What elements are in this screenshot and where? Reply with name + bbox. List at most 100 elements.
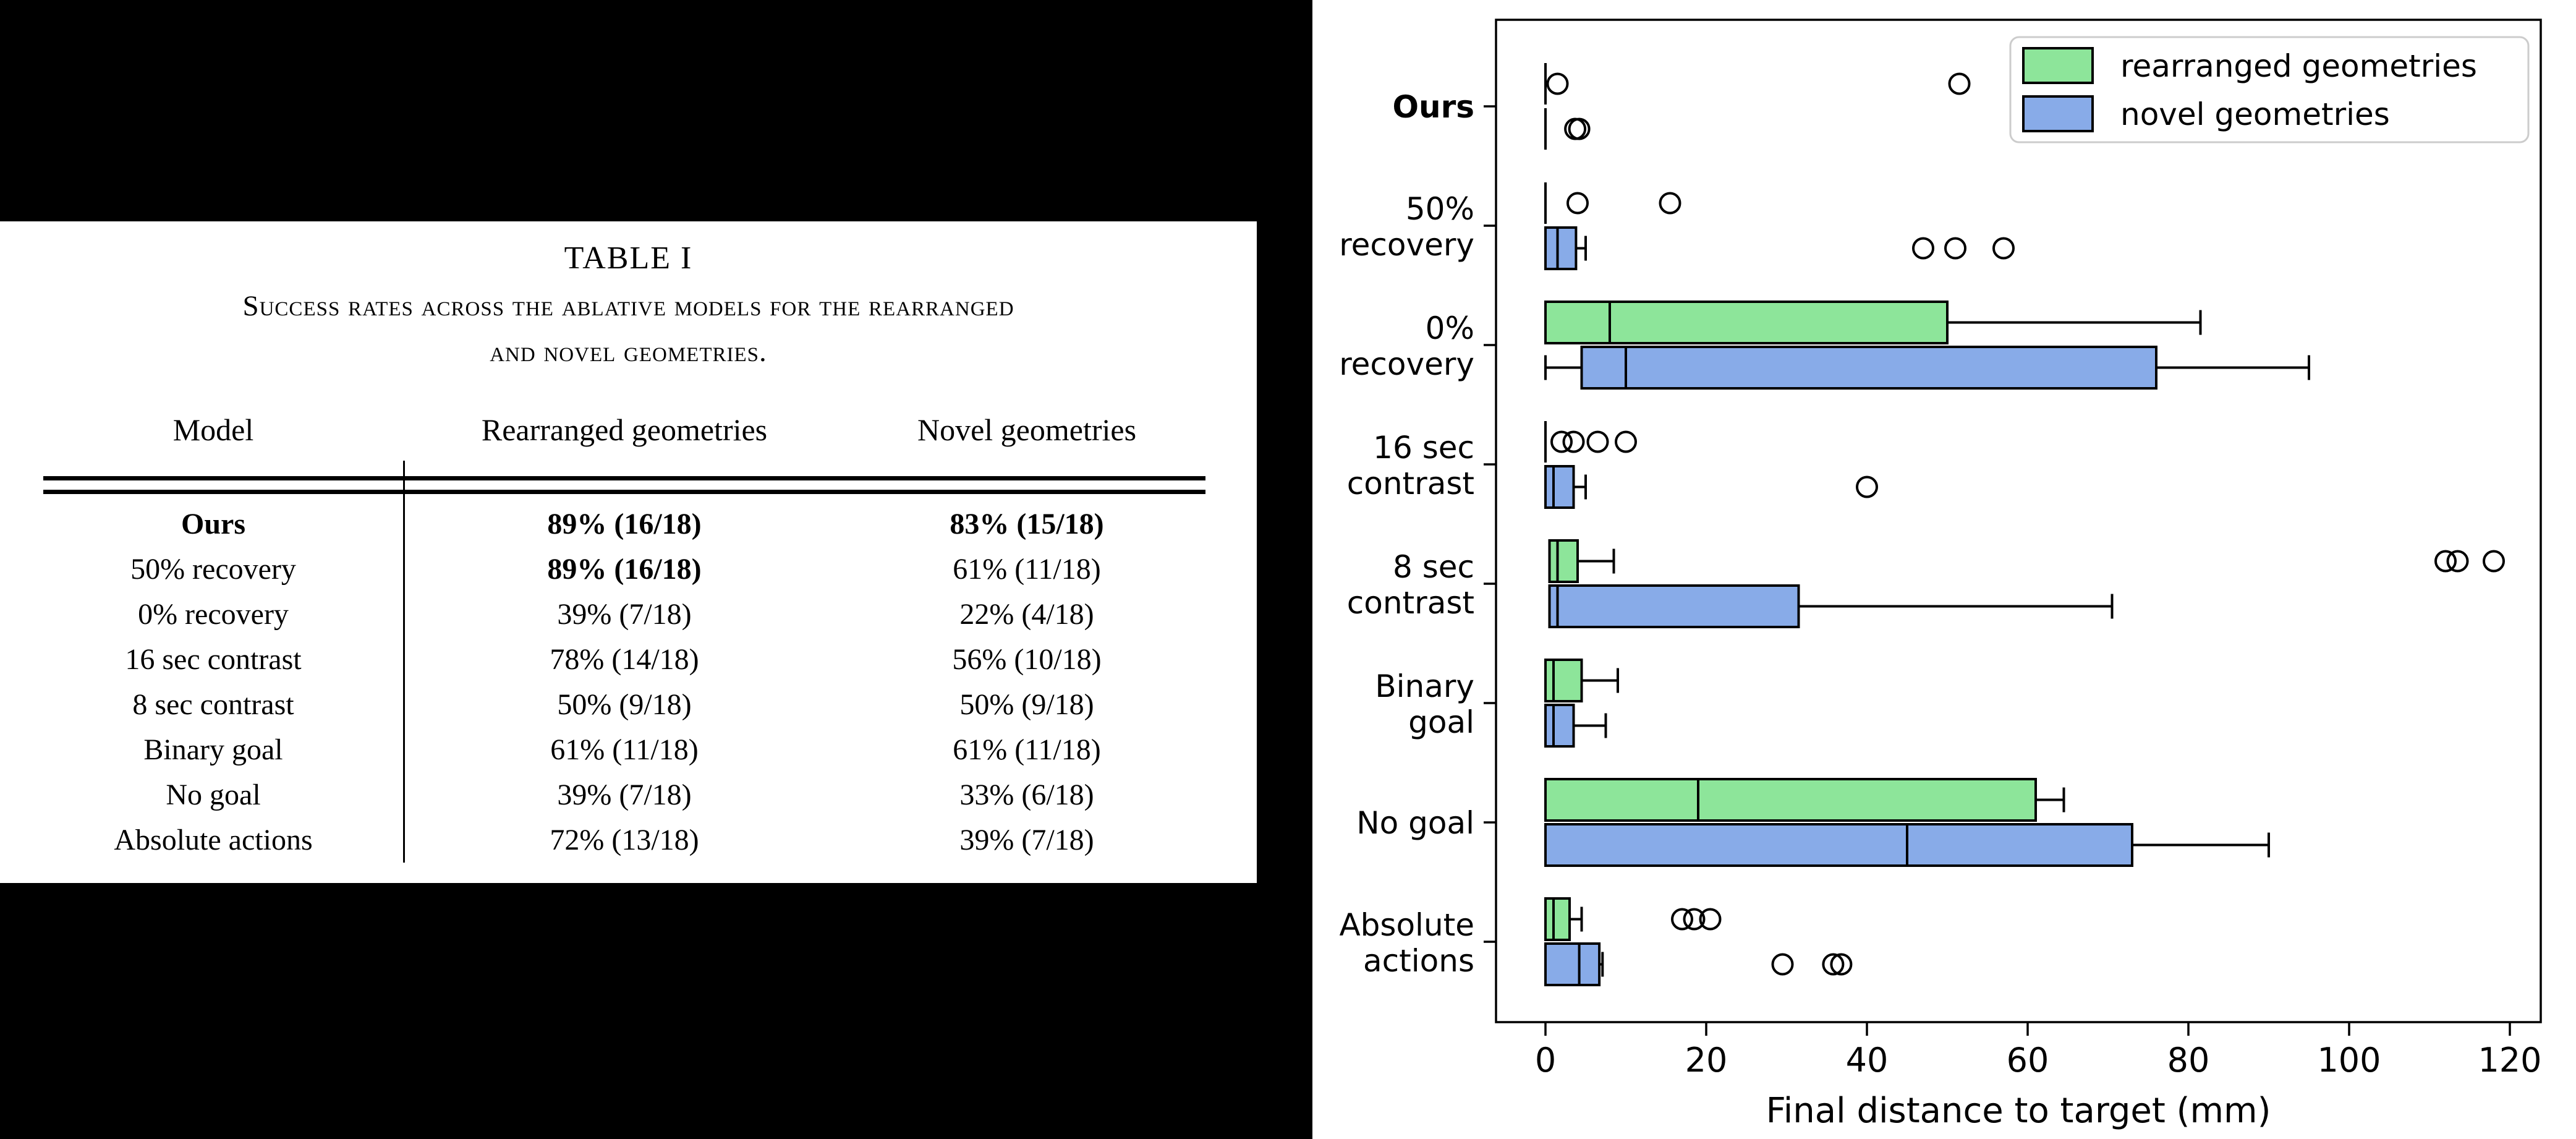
table-column-divider xyxy=(403,461,405,863)
box-rect xyxy=(1544,942,1601,986)
y-tick-label: goal xyxy=(1408,704,1474,740)
table-cell-novel: 56% (10/18) xyxy=(952,643,1102,676)
table-cell-rearranged: 72% (13/18) xyxy=(550,824,699,856)
box-rect xyxy=(1544,778,2037,822)
table-title: TABLE I xyxy=(564,241,693,276)
box-rearranged-1 xyxy=(1544,182,1681,224)
table-header-row: Model Rearranged geometries Novel geomet… xyxy=(0,412,1257,448)
table-cell-model: 8 sec contrast xyxy=(132,688,294,721)
outlier-point xyxy=(1944,237,1966,260)
table-caption-line1: Success rates across the ablative models… xyxy=(242,290,1014,322)
table-caption-line2: and novel geometries. xyxy=(490,336,767,368)
table-body: Ours 89% (16/18) 83% (15/18) 50% recovery 89… xyxy=(0,221,1257,883)
table-row: Absolute actions 72% (13/18) 39% (7/18) xyxy=(0,817,1257,863)
outlier-point xyxy=(1562,430,1585,453)
outlier-point xyxy=(1586,430,1609,453)
outlier-point xyxy=(2434,550,2457,573)
outlier-point xyxy=(1568,117,1591,140)
table-cell-model: Binary goal xyxy=(143,733,283,766)
y-tick-label: 16 sec xyxy=(1373,430,1474,466)
y-tick-label: No goal xyxy=(1356,805,1474,841)
x-tick-label: 0 xyxy=(1535,1041,1556,1080)
table-cell-rearranged: 39% (7/18) xyxy=(557,598,692,631)
boxplot-panel: 0 20 40 60 80 100 120 Final distance to target … xyxy=(1312,0,2576,1139)
plot-background xyxy=(1312,0,2576,1139)
table-cell-novel: 50% (9/18) xyxy=(959,688,1094,721)
outlier-point xyxy=(1683,908,1706,931)
y-tick-label: actions xyxy=(1363,943,1474,979)
box-rearranged-2 xyxy=(1544,301,2202,344)
outlier-point xyxy=(1856,476,1878,498)
table-row: 8 sec contrast 50% (9/18) 50% (9/18) xyxy=(0,682,1257,727)
outlier-point xyxy=(2446,550,2469,573)
legend-label: rearranged geometries xyxy=(2120,48,2477,84)
table-cell-novel: 39% (7/18) xyxy=(959,824,1094,856)
box-novel-4 xyxy=(1548,584,2114,628)
x-tick-label: 40 xyxy=(1846,1041,1889,1080)
box-rect xyxy=(1544,897,1571,941)
legend-swatch-novel xyxy=(2022,95,2094,132)
table-row: 0% recovery 39% (7/18) 22% (4/18) xyxy=(0,592,1257,637)
box-rearranged-4 xyxy=(1548,539,2505,583)
box-novel-5 xyxy=(1544,704,1607,748)
table-cell-rearranged: 89% (16/18) xyxy=(547,508,702,540)
box-novel-7 xyxy=(1544,942,1853,986)
box-rect xyxy=(1544,301,1949,344)
box-novel-1 xyxy=(1544,226,2015,270)
box-rearranged-6 xyxy=(1544,778,2065,822)
box-rect xyxy=(1544,465,1575,509)
column-header-novel: Novel geometries xyxy=(917,412,1137,447)
table-cell-novel: 22% (4/18) xyxy=(959,598,1094,631)
y-tick-label: 0% xyxy=(1426,310,1474,346)
x-axis-label: Final distance to target (mm) xyxy=(1766,1091,2271,1131)
y-tick-label: contrast xyxy=(1347,466,1474,501)
table-cell-novel: 61% (11/18) xyxy=(953,733,1101,766)
column-header-rearranged: Rearranged geometries xyxy=(481,412,768,447)
table-panel: TABLE I Success rates across the ablativ… xyxy=(0,221,1257,883)
box-rect xyxy=(1580,346,2157,390)
table-cell-model: Absolute actions xyxy=(114,824,313,856)
box-rearranged-3 xyxy=(1544,421,1637,463)
y-tick-label: contrast xyxy=(1347,585,1474,621)
box-rearranged-5 xyxy=(1544,659,1619,702)
outlier-point xyxy=(1992,237,2015,260)
y-tick-label: Ours xyxy=(1392,89,1474,125)
box-rect xyxy=(1544,704,1575,748)
table-cell-rearranged: 61% (11/18) xyxy=(550,733,699,766)
legend-swatch-rearranged xyxy=(2022,47,2094,84)
outlier-point xyxy=(1566,192,1589,215)
box-novel-0 xyxy=(1544,108,1591,150)
outlier-point xyxy=(1615,430,1637,453)
y-tick-label: recovery xyxy=(1339,346,1474,382)
y-tick-label: Binary xyxy=(1375,668,1474,704)
box-novel-2 xyxy=(1544,346,2310,390)
table-cell-model: No goal xyxy=(166,779,261,811)
y-tick-label: Absolute xyxy=(1339,907,1474,943)
box-rect xyxy=(1548,539,1579,583)
outlier-point xyxy=(1699,908,1722,931)
table-cell-rearranged: 89% (16/18) xyxy=(547,553,702,586)
box-rearranged-7 xyxy=(1544,897,1722,941)
table-cell-model: 50% recovery xyxy=(130,553,296,586)
outlier-point xyxy=(1771,953,1794,976)
box-rect xyxy=(1548,584,1800,628)
boxplot-svg: 0 20 40 60 80 100 120 Final distance to target … xyxy=(1312,0,2576,1139)
table-cell-novel: 83% (15/18) xyxy=(950,508,1104,540)
box-novel-3 xyxy=(1544,465,1878,509)
table-row: Binary goal 61% (11/18) 61% (11/18) xyxy=(0,727,1257,772)
table-row: Ours 89% (16/18) 83% (15/18) xyxy=(0,501,1257,547)
table-double-rule-top xyxy=(43,476,1205,480)
outlier-point xyxy=(1912,237,1934,260)
x-tick-label: 20 xyxy=(1685,1041,1728,1080)
outlier-point xyxy=(1546,72,1569,95)
box-rearranged-0 xyxy=(1544,63,1971,105)
y-tick-label: recovery xyxy=(1339,227,1474,263)
outlier-point xyxy=(1948,72,1971,95)
box-rect xyxy=(1544,226,1578,270)
x-tick-label: 100 xyxy=(2317,1041,2381,1080)
box-rect xyxy=(1544,823,2133,867)
axes-frame xyxy=(1495,19,2542,1023)
table-cell-rearranged: 78% (14/18) xyxy=(550,643,699,676)
outlier-point xyxy=(1671,908,1693,931)
outlier-point xyxy=(2483,550,2505,573)
